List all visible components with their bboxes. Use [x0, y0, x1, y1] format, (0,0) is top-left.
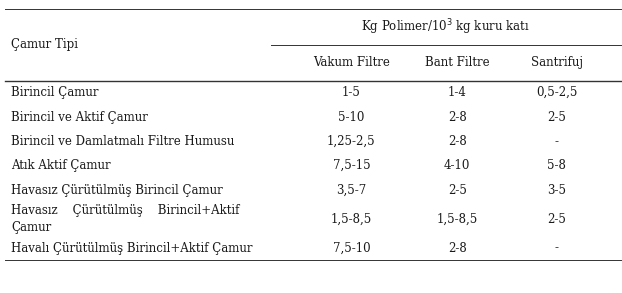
Text: Birincil Çamur: Birincil Çamur	[11, 86, 99, 99]
Text: Çamur: Çamur	[11, 221, 52, 234]
Text: Havasız Çürütülmüş Birincil Çamur: Havasız Çürütülmüş Birincil Çamur	[11, 183, 223, 197]
Text: Çamur Tipi: Çamur Tipi	[11, 38, 78, 51]
Text: 4-10: 4-10	[444, 159, 470, 172]
Text: 1-4: 1-4	[448, 86, 466, 99]
Text: 3,5-7: 3,5-7	[337, 183, 366, 197]
Text: -: -	[555, 241, 559, 255]
Text: 1-5: 1-5	[342, 86, 361, 99]
Text: Havalı Çürütülmüş Birincil+Aktif Çamur: Havalı Çürütülmüş Birincil+Aktif Çamur	[11, 241, 253, 255]
Text: 7,5-15: 7,5-15	[333, 159, 370, 172]
Text: 0,5-2,5: 0,5-2,5	[536, 86, 577, 99]
Text: Bant Filtre: Bant Filtre	[425, 57, 490, 69]
Text: 2-8: 2-8	[448, 110, 466, 124]
Text: 2-8: 2-8	[448, 241, 466, 255]
Text: 2-8: 2-8	[448, 135, 466, 148]
Text: Vakum Filtre: Vakum Filtre	[313, 57, 390, 69]
Text: Atık Aktif Çamur: Atık Aktif Çamur	[11, 159, 111, 172]
Text: 5-8: 5-8	[547, 159, 566, 172]
Text: Santrifuj: Santrifuj	[531, 57, 583, 69]
Text: 2-5: 2-5	[547, 110, 566, 124]
Text: 1,5-8,5: 1,5-8,5	[437, 212, 478, 226]
Text: Birincil ve Aktif Çamur: Birincil ve Aktif Çamur	[11, 110, 148, 124]
Text: 2-5: 2-5	[448, 183, 466, 197]
Text: 5-10: 5-10	[338, 110, 364, 124]
Text: 2-5: 2-5	[547, 212, 566, 226]
Text: 3-5: 3-5	[547, 183, 566, 197]
Text: 7,5-10: 7,5-10	[333, 241, 370, 255]
Text: -: -	[555, 135, 559, 148]
Text: Kg Polimer/10$^3$ kg kuru katı: Kg Polimer/10$^3$ kg kuru katı	[361, 17, 530, 37]
Text: Havasız    Çürütülmüş    Birincil+Aktif: Havasız Çürütülmüş Birincil+Aktif	[11, 204, 239, 217]
Text: 1,25-2,5: 1,25-2,5	[327, 135, 376, 148]
Text: Birincil ve Damlatmalı Filtre Humusu: Birincil ve Damlatmalı Filtre Humusu	[11, 135, 234, 148]
Text: 1,5-8,5: 1,5-8,5	[331, 212, 372, 226]
